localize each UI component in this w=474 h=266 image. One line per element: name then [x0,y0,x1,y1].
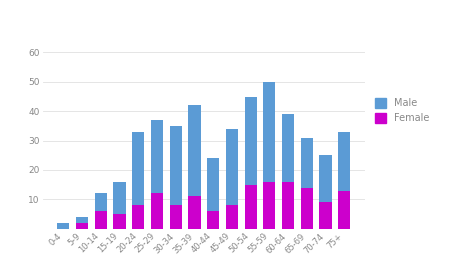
Bar [170,205,182,229]
Bar [319,202,332,229]
Bar [188,105,201,196]
Bar [226,205,238,229]
Bar [188,196,201,229]
Text: New Diagnoses by Age and Sex: New Diagnoses by Age and Sex [6,10,300,28]
Bar [132,205,145,229]
Bar [76,217,88,223]
Legend: Male, Female: Male, Female [374,98,429,123]
Bar [207,158,219,211]
Bar [263,182,275,229]
Bar [95,193,107,211]
Bar [132,132,145,205]
Bar [113,214,126,229]
Bar [282,182,294,229]
Bar [57,223,70,229]
Bar [282,114,294,182]
Bar [95,211,107,229]
Bar [207,211,219,229]
Bar [151,193,163,229]
Bar [319,155,332,202]
Bar [76,223,88,229]
Bar [301,188,313,229]
Bar [338,132,350,190]
Bar [226,129,238,205]
Bar [263,82,275,182]
Bar [170,126,182,205]
Text: depict data studio: depict data studio [6,248,92,257]
Bar [245,97,257,185]
Bar [245,185,257,229]
Bar [113,182,126,214]
Bar [338,190,350,229]
Bar [301,138,313,188]
Bar [151,120,163,193]
